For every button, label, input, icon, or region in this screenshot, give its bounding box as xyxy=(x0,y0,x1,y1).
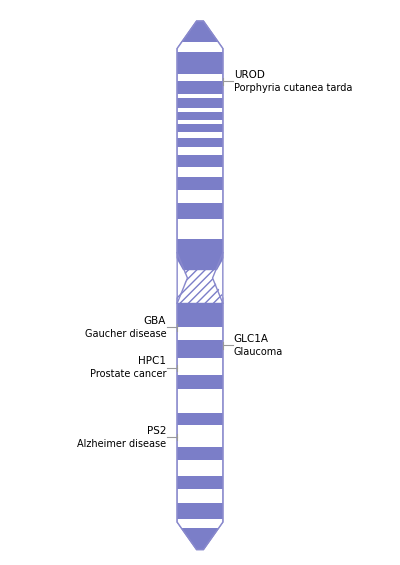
Polygon shape xyxy=(212,253,227,303)
Text: Porphyria cutanea tarda: Porphyria cutanea tarda xyxy=(234,82,352,93)
Bar xyxy=(175,489,225,503)
Polygon shape xyxy=(173,253,188,303)
Bar xyxy=(175,459,225,476)
PathPatch shape xyxy=(177,21,223,550)
Bar xyxy=(175,270,225,303)
Bar xyxy=(175,167,225,177)
Text: UROD: UROD xyxy=(234,69,265,80)
Bar xyxy=(175,519,225,528)
Bar xyxy=(175,389,225,413)
Bar xyxy=(175,425,225,447)
Bar xyxy=(175,358,225,375)
Bar xyxy=(175,132,225,138)
Text: Glaucoma: Glaucoma xyxy=(234,347,283,357)
Text: GLC1A: GLC1A xyxy=(234,334,269,344)
Bar xyxy=(175,328,225,340)
Bar xyxy=(175,270,225,303)
Bar xyxy=(175,94,225,98)
PathPatch shape xyxy=(177,21,223,550)
Bar xyxy=(175,147,225,155)
Text: Prostate cancer: Prostate cancer xyxy=(90,370,166,380)
Bar xyxy=(175,108,225,111)
Bar xyxy=(175,190,225,203)
Text: GBA: GBA xyxy=(144,316,166,326)
Text: PS2: PS2 xyxy=(147,425,166,436)
Bar xyxy=(175,42,225,52)
Bar xyxy=(175,219,225,238)
Text: Gaucher disease: Gaucher disease xyxy=(85,329,166,339)
Text: HPC1: HPC1 xyxy=(138,357,166,367)
Bar xyxy=(175,75,225,81)
Text: Alzheimer disease: Alzheimer disease xyxy=(77,438,166,449)
Bar xyxy=(175,120,225,124)
